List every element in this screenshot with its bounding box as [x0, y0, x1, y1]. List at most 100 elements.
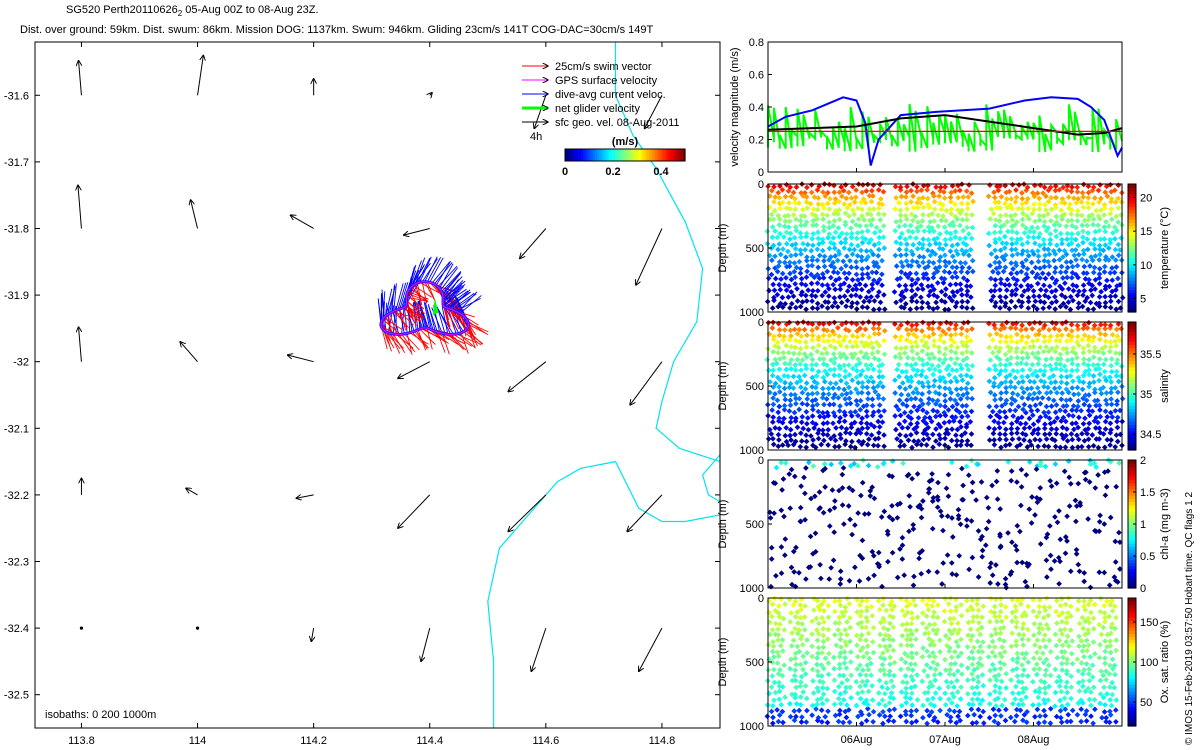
section-sample-point [903, 433, 909, 439]
section-sample-point [1018, 360, 1024, 367]
section-sample-point [922, 414, 928, 421]
section-sample-point [908, 326, 915, 333]
section-sample-point [914, 259, 920, 265]
isobath-line [701, 454, 721, 503]
section-sample-point [997, 205, 1003, 211]
section-sample-point [847, 389, 854, 396]
section-sample-point [820, 356, 827, 362]
colorbar-cell [1128, 264, 1136, 268]
section-sample-point [845, 327, 852, 334]
section-sample-point [1085, 194, 1092, 201]
section-sample-point [899, 230, 905, 237]
section-sample-point [1036, 327, 1043, 334]
section-sample-point [1092, 286, 1098, 292]
section-sample-point [948, 437, 955, 444]
section-sample-point [897, 275, 904, 282]
section-sample-point [985, 230, 992, 237]
section-sample-point [948, 210, 955, 217]
section-sample-point [1109, 265, 1115, 271]
section-sample-point [968, 385, 975, 392]
section-sample-point [915, 219, 921, 226]
section-sample-point [927, 252, 934, 259]
section-sample-point [1013, 194, 1020, 201]
dac-vector [446, 291, 471, 309]
section-sample-point [846, 213, 852, 219]
section-sample-point [1014, 270, 1020, 276]
section-sample-point [859, 379, 866, 386]
section-sample-point [910, 355, 916, 362]
section-sample-point [804, 268, 810, 275]
section-sample-point [849, 300, 856, 306]
section-sample-point [820, 216, 827, 223]
section-sample-point [824, 350, 830, 357]
section-sample-point [821, 437, 827, 444]
section-sample-point [953, 299, 960, 306]
section-sample-point [852, 194, 859, 201]
section-sample-point [1080, 234, 1086, 241]
colorbar-cell [667, 149, 670, 161]
section-sample-point [1031, 251, 1037, 258]
section-sample-point [815, 229, 821, 236]
section-sample-point [787, 236, 793, 243]
section-sample-point [935, 223, 942, 230]
section-sample-point [1102, 293, 1108, 300]
x-tick-label: 114.2 [300, 735, 327, 747]
section-sample-point [877, 196, 884, 202]
section-sample-point [798, 281, 805, 287]
colorbar-cell [1128, 241, 1136, 246]
section-sample-point [992, 299, 999, 306]
section-sample-point [870, 306, 877, 313]
section-sample-point [948, 332, 954, 339]
section-sample-point [777, 377, 784, 384]
section-sample-point [991, 229, 998, 236]
section-sample-point [769, 234, 776, 241]
section-sample-point [913, 235, 919, 241]
section-sample-point [782, 360, 788, 367]
section-sample-point [865, 366, 871, 372]
section-sample-point [1023, 326, 1029, 333]
section-sample-point [997, 212, 1004, 219]
section-sample-point [914, 188, 920, 195]
section-sample-point [807, 200, 814, 207]
section-sample-point [1046, 431, 1053, 437]
colorbar-cell [647, 149, 650, 161]
section-sample-point [963, 343, 970, 350]
section-sample-point [853, 292, 859, 299]
section-sample-point [849, 333, 856, 339]
section-sample-point [914, 286, 921, 292]
section-sample-point [1008, 260, 1015, 266]
section-sample-point [962, 260, 969, 266]
section-sample-point [1007, 372, 1013, 378]
y-tick-label: -32.5 [4, 690, 29, 702]
section-sample-point [969, 395, 975, 402]
colorbar-cell [1128, 260, 1136, 265]
section-sample-point [909, 229, 916, 235]
section-sample-point [779, 304, 786, 311]
section-sample-point [842, 412, 848, 419]
section-sample-point [774, 397, 781, 404]
section-sample-point [947, 378, 954, 385]
section-sample-point [956, 409, 963, 416]
section-sample-point [783, 229, 790, 236]
section-sample-point [928, 283, 935, 289]
section-sample-point [1102, 303, 1109, 310]
section-sample-point [797, 270, 804, 277]
section-sample-point [1003, 334, 1010, 340]
section-sample-point [877, 228, 883, 234]
section-sample-point [1023, 361, 1030, 367]
section-sample-point [1080, 292, 1086, 299]
section-sample-point [776, 259, 783, 265]
section-sample-point [848, 230, 855, 237]
section-sample-point [811, 425, 817, 431]
dac-vector [411, 260, 422, 287]
section-sample-point [1029, 361, 1036, 368]
section-sample-point [827, 274, 834, 281]
section-sample-point [919, 368, 926, 374]
section-sample-point [905, 228, 912, 234]
section-sample-point [794, 298, 801, 304]
section-sample-point [792, 438, 799, 445]
section-sample-point [848, 195, 855, 201]
section-sample-point [836, 418, 843, 425]
section-sample-point [1019, 349, 1025, 355]
